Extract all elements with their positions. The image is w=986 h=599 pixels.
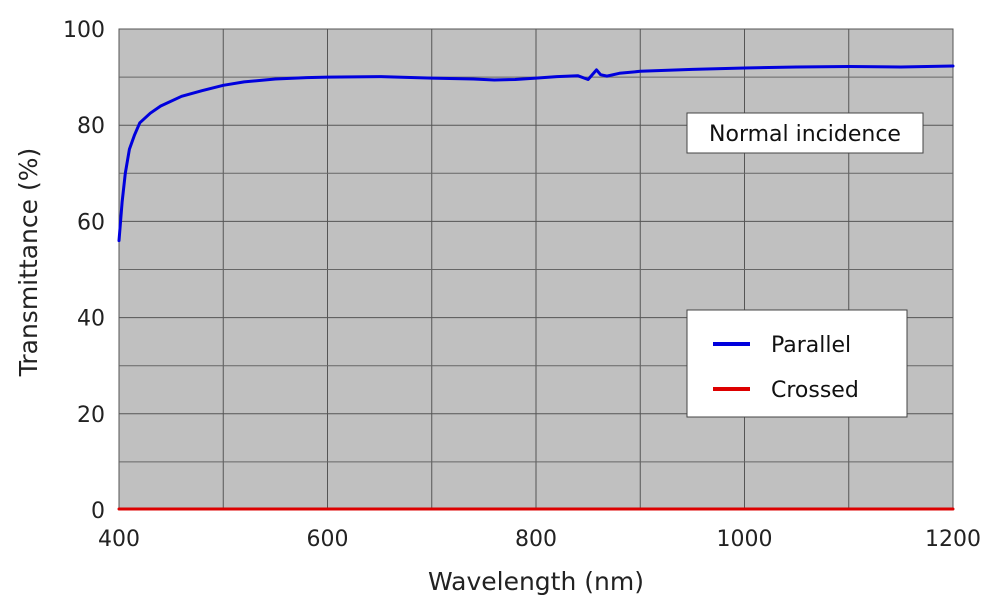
x-tick-label: 600 (307, 527, 349, 552)
y-tick-label: 80 (77, 114, 105, 139)
y-tick-label: 0 (91, 499, 105, 524)
y-axis-title: Transmittance (%) (14, 148, 43, 377)
x-tick-label: 1000 (717, 527, 773, 552)
legend-label-crossed: Crossed (771, 378, 859, 403)
y-tick-label: 100 (63, 18, 105, 43)
annotation-text: Normal incidence (709, 122, 901, 147)
y-tick-label: 60 (77, 210, 105, 235)
y-tick-label: 20 (77, 403, 105, 428)
series-line-parallel (117, 64, 955, 243)
x-tick-label: 800 (515, 527, 557, 552)
x-tick-label: 1200 (925, 527, 981, 552)
y-tick-labels: 0 20 40 60 80 100 (63, 18, 105, 524)
x-axis-title: Wavelength (nm) (428, 567, 644, 596)
legend: Parallel Crossed (686, 309, 908, 418)
legend-label-parallel: Parallel (771, 333, 851, 358)
annotation-box: Normal incidence (686, 112, 924, 154)
x-tick-label: 400 (98, 527, 140, 552)
x-tick-labels: 400 600 800 1000 1200 (98, 527, 981, 552)
y-tick-label: 40 (77, 307, 105, 332)
series-lines (117, 64, 955, 511)
